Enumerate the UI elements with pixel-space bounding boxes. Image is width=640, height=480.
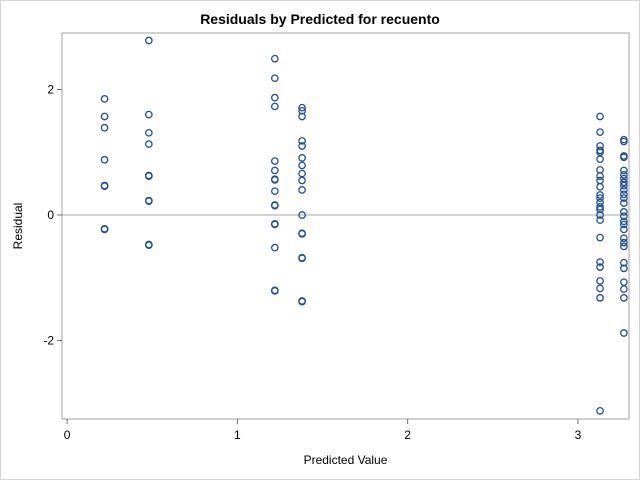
data-point: [596, 284, 604, 293]
x-tick-label: 3: [575, 428, 582, 442]
data-point: [144, 128, 153, 137]
data-point: [620, 220, 628, 229]
data-points: [100, 36, 628, 415]
data-point: [100, 95, 109, 103]
data-point: [596, 155, 604, 164]
data-point: [298, 230, 306, 238]
data-point: [596, 211, 604, 219]
data-point: [270, 201, 279, 210]
x-axis-title: Predicted Value: [304, 453, 388, 467]
data-point: [620, 208, 628, 216]
data-point: [144, 140, 153, 148]
data-point: [620, 217, 628, 226]
y-axis-title: Residual: [11, 203, 25, 250]
data-point: [298, 176, 306, 185]
data-point: [620, 294, 628, 302]
data-point: [298, 142, 306, 150]
data-point: [596, 263, 604, 271]
data-point: [620, 212, 628, 221]
data-point: [298, 137, 306, 145]
data-point: [620, 166, 628, 175]
data-point: [270, 187, 279, 196]
data-point: [620, 199, 628, 207]
data-point: [270, 93, 279, 102]
data-point: [620, 225, 628, 234]
data-point: [298, 169, 306, 178]
data-point: [620, 278, 628, 287]
data-point: [596, 112, 604, 121]
data-point: [596, 172, 604, 180]
data-point: [270, 220, 279, 229]
data-point: [100, 155, 109, 164]
data-point: [596, 203, 604, 211]
x-tick-label: 2: [404, 428, 411, 442]
data-point: [620, 234, 628, 243]
data-point: [144, 172, 153, 180]
data-point: [620, 194, 628, 202]
data-point: [596, 128, 604, 137]
x-tick-label: 1: [234, 428, 241, 442]
data-point: [298, 161, 306, 170]
data-point: [144, 197, 153, 206]
data-point: [298, 106, 306, 115]
data-point: [596, 182, 604, 191]
data-point: [298, 186, 306, 194]
data-point: [270, 74, 279, 83]
data-point: [298, 297, 306, 306]
data-point: [620, 238, 628, 247]
data-point: [620, 171, 628, 179]
data-point: [620, 178, 628, 187]
data-point: [144, 241, 153, 249]
data-point: [620, 242, 628, 251]
data-point: [596, 294, 604, 302]
data-point: [100, 225, 109, 234]
data-point: [596, 165, 604, 174]
y-tick-label: 2: [47, 82, 54, 96]
data-point: [620, 258, 628, 267]
data-point: [596, 277, 604, 285]
data-point: [596, 191, 604, 199]
data-point: [298, 112, 306, 121]
data-point: [620, 190, 628, 199]
y-axis-ticks: -2 0 2: [43, 82, 62, 348]
data-point: [596, 258, 604, 266]
x-tick-label: 0: [64, 428, 71, 442]
data-point: [620, 329, 628, 337]
data-point: [100, 182, 109, 190]
data-point: [270, 102, 279, 111]
data-point: [100, 123, 109, 132]
data-point: [620, 137, 628, 146]
data-point: [596, 406, 604, 415]
data-point: [620, 264, 628, 273]
data-point: [596, 205, 604, 214]
data-point: [144, 36, 153, 45]
data-point: [298, 103, 306, 112]
data-point: [298, 254, 306, 263]
data-point: [298, 211, 306, 219]
y-tick-label: 0: [47, 208, 54, 222]
y-tick-label: -2: [43, 334, 54, 348]
data-point: [270, 166, 279, 175]
data-point: [620, 186, 628, 194]
data-point: [596, 194, 604, 202]
data-point: [620, 285, 628, 293]
data-point: [596, 216, 604, 224]
data-point: [270, 243, 279, 252]
data-point: [596, 233, 604, 242]
data-point: [620, 153, 628, 162]
data-point: [270, 287, 279, 295]
x-axis-ticks: 0 1 2 3: [64, 419, 582, 442]
data-point: [270, 157, 279, 165]
plot-area: [61, 32, 630, 420]
data-point: [596, 176, 604, 185]
data-point: [100, 112, 109, 121]
data-point: [270, 176, 279, 184]
data-point: [270, 54, 279, 63]
data-point: [298, 154, 306, 162]
data-point: [144, 110, 153, 119]
data-point: [620, 181, 628, 190]
chart-title: Residuals by Predicted for recuento: [200, 11, 440, 27]
